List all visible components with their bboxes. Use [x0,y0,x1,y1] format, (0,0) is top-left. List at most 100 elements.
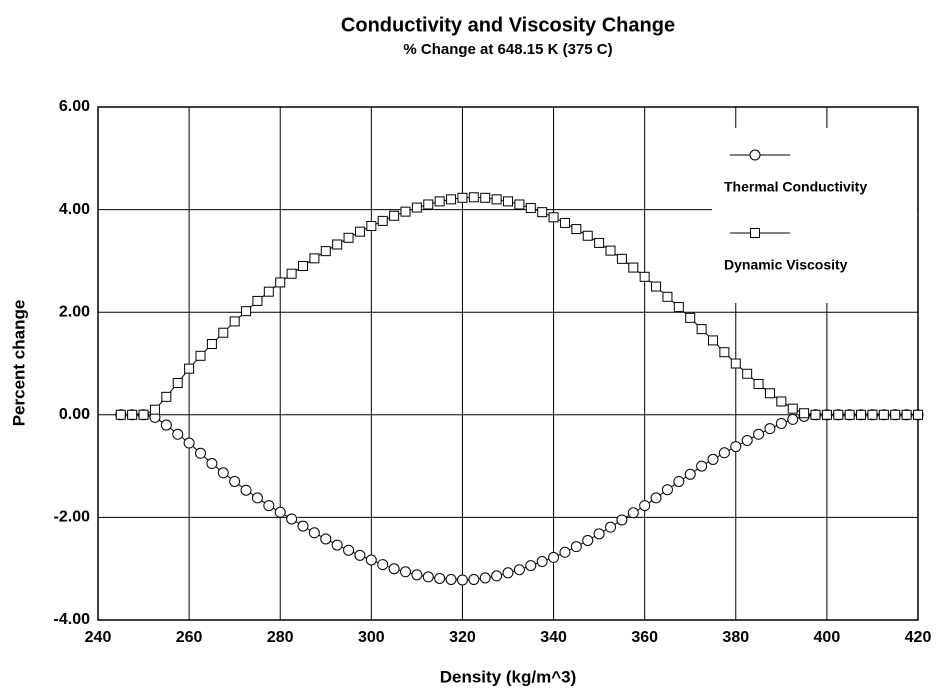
circle-marker [661,484,673,496]
circle-marker [240,484,252,496]
square-marker [332,239,343,250]
circle-marker [616,514,628,526]
square-marker [298,261,308,272]
square-marker [377,215,388,226]
square-marker [195,350,206,361]
square-marker [457,192,468,203]
square-marker [514,199,525,210]
circle-marker [775,418,787,430]
circle-marker [411,569,423,581]
x-tick-label: 360 [631,629,658,646]
circle-marker [536,556,548,568]
circle-marker [525,560,537,572]
square-marker [229,316,240,327]
square-marker [844,409,855,420]
square-marker [616,253,627,264]
square-marker [275,277,286,288]
square-marker [753,379,764,390]
square-marker [867,409,878,420]
square-marker [605,245,616,256]
x-axis-label: Density (kg/m^3) [440,667,577,686]
square-marker [582,230,593,241]
square-marker [787,403,798,414]
y-tick-label: 6.00 [59,98,90,115]
square-marker [480,192,491,203]
square-marker [913,409,923,420]
circle-marker [183,437,195,449]
circle-marker [229,475,241,487]
x-tick-label: 320 [449,629,476,646]
circle-marker [548,551,560,563]
square-marker [685,312,696,323]
square-marker [833,409,844,420]
square-marker [730,358,741,369]
square-marker [138,409,149,420]
circle-marker [320,533,332,545]
circle-marker [365,554,377,566]
circle-marker [286,513,298,525]
x-tick-label: 400 [814,629,841,646]
circle-marker [400,566,411,578]
square-marker [434,196,445,207]
square-marker [468,192,479,203]
series-line [120,414,918,581]
square-marker [821,409,832,420]
circle-marker [513,564,525,576]
circle-marker [582,534,594,546]
circle-marker [479,572,491,584]
x-tick-label: 280 [267,629,294,646]
circle-marker [263,500,275,512]
square-marker [423,199,434,210]
circle-marker [787,413,799,425]
circle-marker [343,544,355,556]
square-marker [218,327,229,338]
square-marker [149,404,160,415]
square-marker [286,268,297,279]
square-marker [571,224,582,235]
square-marker [525,203,536,214]
square-marker [411,202,422,213]
square-marker [389,210,400,221]
circle-marker [605,521,616,533]
circle-marker [749,149,761,161]
square-marker [878,409,889,420]
x-tick-label: 420 [905,629,932,646]
square-marker [503,196,513,207]
circle-marker [502,567,514,579]
y-tick-label: 4.00 [59,201,90,218]
square-marker [206,339,217,350]
circle-marker [627,507,639,519]
legend: Thermal Conductivity Dynamic Viscosity [712,128,917,303]
square-marker [799,408,810,419]
y-tick-label: 0.00 [59,406,90,423]
circle-marker [388,563,400,575]
circle-marker [377,559,389,571]
square-marker [651,281,662,292]
square-marker [309,253,320,264]
circle-marker [331,539,343,551]
y-axis-label: Percent change [9,300,28,427]
square-marker [252,295,263,306]
circle-marker [434,572,446,584]
square-marker [696,324,707,335]
circle-marker [696,460,708,472]
square-marker [354,226,365,237]
square-marker [263,286,274,297]
square-marker [628,262,639,273]
square-marker [742,368,753,379]
square-marker [708,335,718,346]
circle-marker [456,574,468,586]
x-tick-label: 340 [540,629,567,646]
chart-subtitle: % Change at 648.15 K (375 C) [403,41,612,58]
circle-marker [639,500,651,512]
square-marker [764,388,775,399]
circle-marker [753,428,765,440]
circle-marker [172,428,184,440]
circle-marker [251,492,263,504]
circle-marker [354,549,366,561]
square-marker [172,377,183,388]
circle-marker [160,419,172,431]
square-marker [115,409,126,420]
y-tick-label: 2.00 [59,303,90,320]
circle-marker [684,468,696,480]
